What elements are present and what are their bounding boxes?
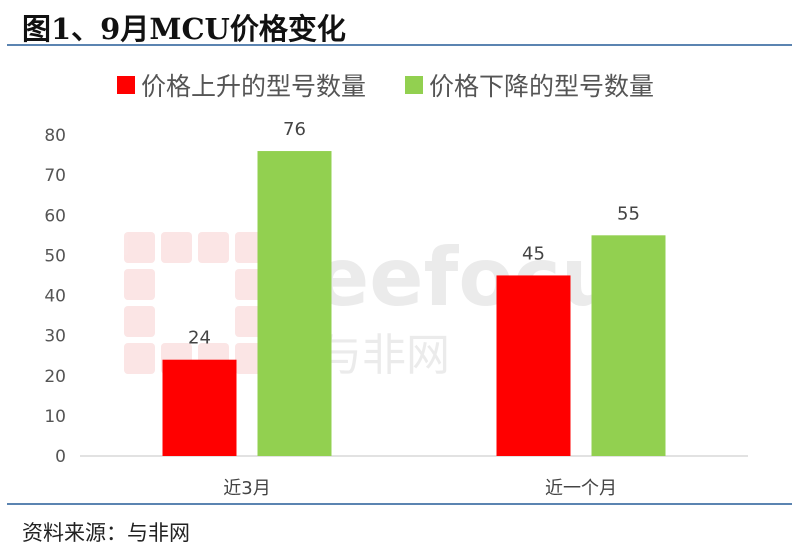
x-tick-label: 近3月 bbox=[223, 478, 270, 499]
bar bbox=[591, 235, 666, 456]
figure-title: 图1、9月MCU价格变化 bbox=[22, 12, 346, 46]
y-tick-label: 10 bbox=[44, 407, 66, 427]
data-label: 24 bbox=[188, 328, 211, 349]
legend-swatch bbox=[405, 76, 423, 94]
x-tick-label: 近一个月 bbox=[545, 478, 617, 499]
legend-label: 价格上升的型号数量 bbox=[141, 72, 366, 101]
bar bbox=[162, 359, 237, 456]
y-tick-label: 40 bbox=[44, 287, 66, 307]
bar bbox=[496, 275, 571, 456]
bar bbox=[257, 151, 332, 457]
y-tick-label: 20 bbox=[44, 367, 66, 387]
y-tick-label: 50 bbox=[44, 246, 66, 266]
bottom-divider bbox=[7, 503, 792, 505]
data-label: 45 bbox=[522, 243, 545, 264]
svg-text:与非网: 与非网 bbox=[318, 330, 450, 381]
y-tick-label: 0 bbox=[55, 447, 66, 467]
top-divider bbox=[7, 44, 792, 46]
legend-swatch bbox=[117, 76, 135, 94]
y-tick-label: 70 bbox=[44, 166, 66, 186]
legend-label: 价格下降的型号数量 bbox=[429, 72, 654, 101]
data-label: 55 bbox=[617, 203, 640, 224]
data-label: 76 bbox=[283, 119, 306, 140]
y-tick-label: 60 bbox=[44, 206, 66, 226]
y-tick-label: 30 bbox=[44, 327, 66, 347]
y-tick-label: 80 bbox=[44, 126, 66, 146]
source-note: 资料来源：与非网 bbox=[22, 521, 190, 545]
